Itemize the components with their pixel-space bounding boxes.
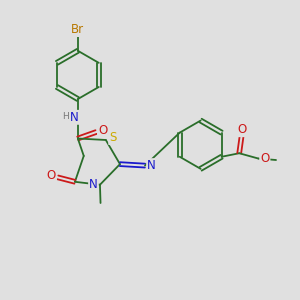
Text: N: N xyxy=(89,178,98,191)
Text: N: N xyxy=(147,159,156,172)
Text: N: N xyxy=(70,111,79,124)
Text: Br: Br xyxy=(71,23,84,36)
Text: O: O xyxy=(98,124,107,137)
Text: O: O xyxy=(237,123,246,136)
Text: H: H xyxy=(62,112,69,121)
Text: O: O xyxy=(47,169,56,182)
Text: O: O xyxy=(260,152,269,165)
Text: S: S xyxy=(109,131,117,144)
